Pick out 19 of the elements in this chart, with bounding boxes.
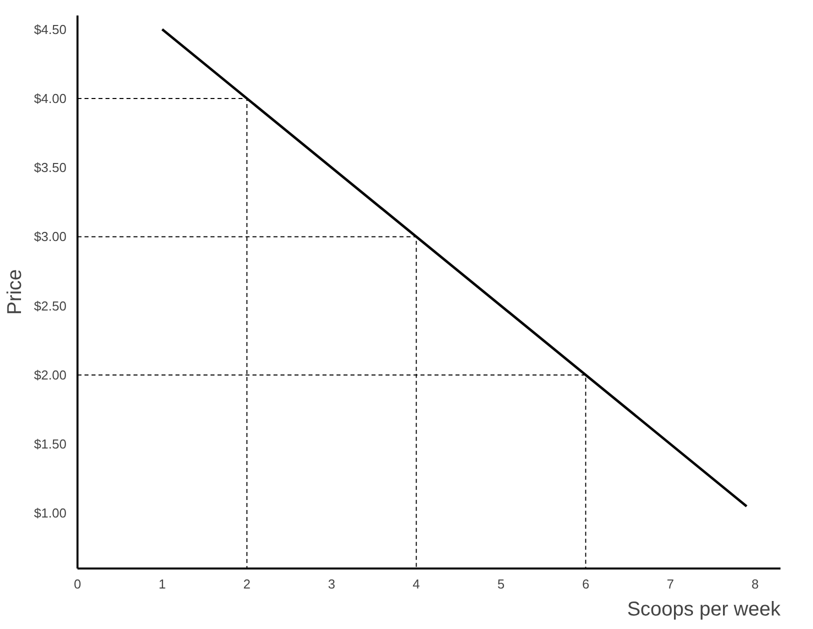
x-tick-label: 6 [582,576,590,592]
y-tick-label: $2.00 [34,367,67,382]
y-tick-label: $4.50 [34,22,67,37]
y-axis-title: Price [4,269,26,315]
x-tick-label: 0 [74,576,82,592]
y-tick-label: $1.50 [34,436,67,452]
y-tick-label: $1.00 [34,506,67,521]
x-tick-label: 1 [158,576,166,592]
x-axis-title: Scoops per week [627,598,782,620]
x-tick-label: 3 [328,576,336,592]
y-tick-label: $3.00 [34,229,67,244]
y-tick-label: $4.00 [34,90,67,106]
x-tick-label: 2 [243,576,251,592]
x-tick-label: 5 [497,576,505,592]
x-tick-label: 4 [412,576,420,592]
y-tick-label: $2.50 [34,298,67,314]
x-tick-label: 8 [751,576,759,592]
y-tick-label: $3.50 [34,160,67,176]
x-tick-label: 7 [666,576,674,592]
